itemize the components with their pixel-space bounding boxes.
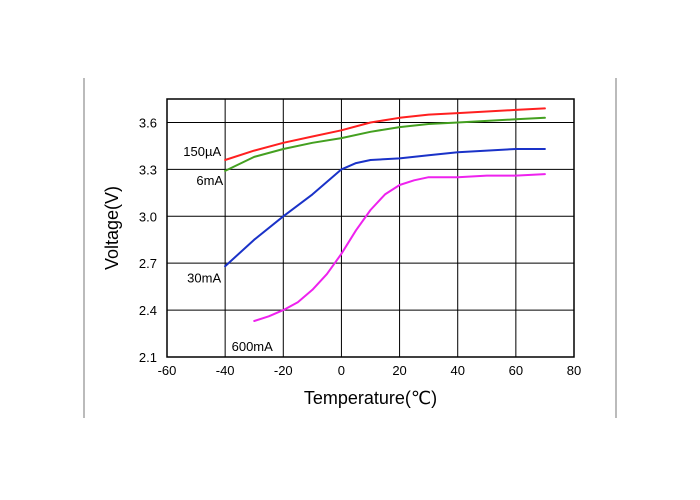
y-tick-label: 2.7 bbox=[139, 256, 157, 271]
series-label: 30mA bbox=[187, 270, 221, 285]
x-tick-label: 20 bbox=[392, 363, 406, 378]
series-line bbox=[253, 173, 546, 322]
series-line bbox=[224, 107, 546, 161]
x-tick-label: 80 bbox=[567, 363, 581, 378]
x-tick-label: 60 bbox=[509, 363, 523, 378]
series-labels: 150µA 6mA 30mA 600mA bbox=[183, 144, 273, 354]
x-axis-title: Temperature(℃) bbox=[304, 388, 437, 408]
series-line bbox=[224, 148, 546, 268]
x-tick-label: -40 bbox=[216, 363, 235, 378]
x-tick-label: -20 bbox=[274, 363, 293, 378]
x-tick-label: 40 bbox=[450, 363, 464, 378]
grid bbox=[166, 99, 575, 358]
y-tick-labels: 2.1 2.4 2.7 3.0 3.3 3.6 bbox=[139, 115, 157, 365]
x-tick-labels: -60 -40 -20 0 20 40 60 80 bbox=[158, 363, 582, 378]
series-lines bbox=[224, 107, 546, 322]
y-tick-label: 2.1 bbox=[139, 350, 157, 365]
y-tick-label: 3.6 bbox=[139, 115, 157, 130]
x-tick-label: -60 bbox=[158, 363, 177, 378]
y-axis-title: Voltage(V) bbox=[102, 186, 122, 270]
plot-frame bbox=[166, 98, 575, 358]
series-label: 150µA bbox=[183, 144, 221, 159]
series-label: 6mA bbox=[196, 173, 223, 188]
y-tick-label: 2.4 bbox=[139, 303, 157, 318]
series-line bbox=[224, 116, 546, 172]
y-tick-label: 3.0 bbox=[139, 209, 157, 224]
y-tick-label: 3.3 bbox=[139, 162, 157, 177]
series-label: 600mA bbox=[232, 339, 274, 354]
x-tick-label: 0 bbox=[338, 363, 345, 378]
